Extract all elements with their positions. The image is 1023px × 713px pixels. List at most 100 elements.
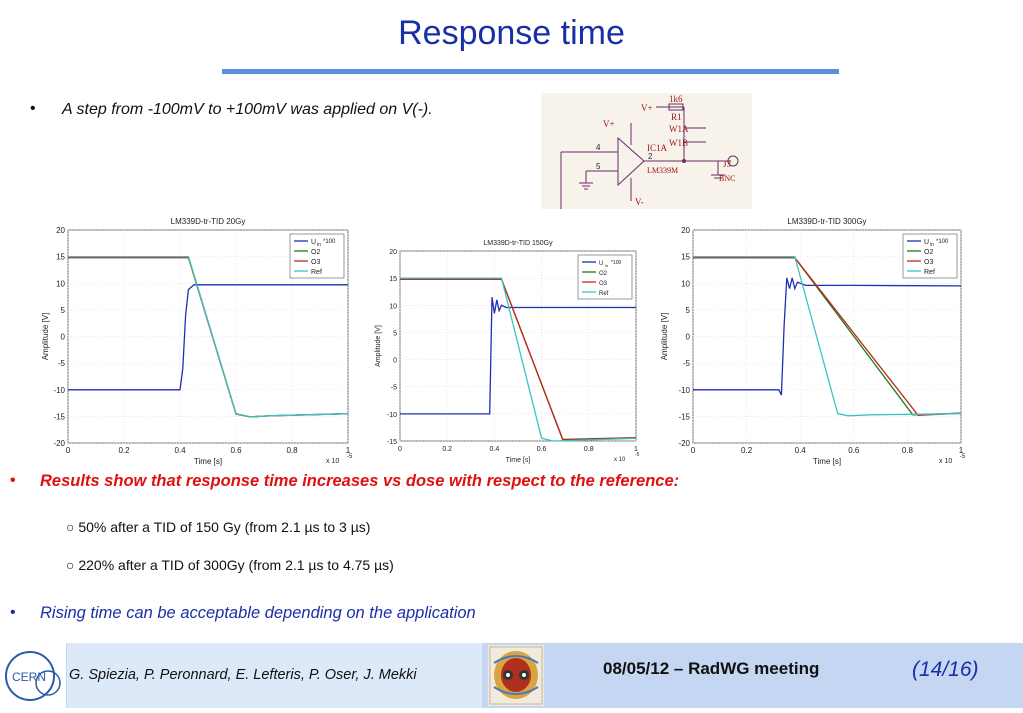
y-tick-label: -5 — [58, 359, 66, 368]
series-line-3 — [693, 255, 962, 417]
schematic-r-name: R1 — [671, 112, 682, 122]
schematic-j3: J3 — [723, 159, 732, 169]
schematic-vminus: V- — [635, 197, 644, 207]
chart-300gy: 0 0.2 0.4 0.6 0.8 1 20 15 10 5 0 -5 -10 -15 -20 LM339D-… — [660, 217, 966, 466]
y-axis-label: Amplitude [V] — [660, 313, 669, 361]
legend-label-sup: *100 — [323, 239, 336, 245]
x-tick-label: 0.2 — [118, 446, 130, 455]
results-text: Results show that response time increase… — [40, 472, 680, 490]
x-tick-label: 0.8 — [584, 446, 594, 453]
y-tick-label: 5 — [393, 330, 397, 337]
legend-label-sub: in — [930, 242, 934, 248]
y-tick-label: 15 — [681, 253, 690, 262]
schematic-vplus-in: V+ — [641, 103, 653, 113]
y-tick-label: 10 — [681, 279, 690, 288]
chart-title: LM339D-tr-TID 20Gy — [171, 217, 246, 226]
x-tick-label: 1 — [346, 446, 351, 455]
y-tick-label: 20 — [389, 249, 397, 256]
schematic-bnc: BNC — [719, 174, 735, 183]
schematic-ic: IC1A — [647, 143, 668, 153]
x-tick-label: 0.8 — [902, 446, 914, 455]
x-tick-label: 0 — [66, 446, 71, 455]
legend-label: O2 — [924, 249, 933, 256]
legend-label: U — [599, 261, 603, 267]
y-tick-label: 20 — [681, 226, 690, 235]
y-tick-label: 5 — [686, 306, 691, 315]
legend-label: U — [311, 239, 316, 246]
op-amp-schematic: V+ 1k6 R1 W1A W1B V+ V- IC1A LM339M J3 B… — [541, 93, 752, 209]
schematic-pin4: 4 — [596, 143, 601, 152]
footer-authors: G. Spiezia, P. Peronnard, E. Lefteris, P… — [69, 667, 417, 683]
series-line-3 — [68, 255, 349, 418]
circle-bullet-icon: ○ — [66, 519, 79, 535]
x-tick-label: 0 — [398, 446, 402, 453]
series-line-3 — [400, 277, 637, 442]
y-tick-label: -5 — [683, 359, 691, 368]
chart-title: LM339D-tr-TID 150Gy — [483, 240, 553, 247]
rising-text: Rising time can be acceptable depending … — [40, 604, 476, 622]
y-tick-label: -15 — [678, 412, 690, 421]
x-tick-label: 0.6 — [230, 446, 242, 455]
y-tick-label: -10 — [678, 386, 690, 395]
results-bullet-dot: • — [10, 472, 16, 489]
x-tick-label: 0.2 — [741, 446, 753, 455]
x-axis-label: Time [s] — [194, 457, 222, 466]
x-multiplier-label: x 10 — [326, 458, 339, 465]
y-tick-label: 0 — [393, 358, 397, 365]
bullet-step-text: A step from -100mV to +100mV was applied… — [62, 101, 433, 118]
legend-label-sup: *100 — [611, 260, 622, 266]
sub-item-150gy: ○ 50% after a TID of 150 Gy (from 2.1 µs… — [66, 519, 370, 535]
schematic-r-value: 1k6 — [669, 94, 683, 104]
y-tick-label: 10 — [56, 279, 65, 288]
legend-label: O3 — [924, 259, 933, 266]
sub-item-300gy: ○ 220% after a TID of 300Gy (from 2.1 µs… — [66, 557, 394, 573]
x-tick-label: 0 — [691, 446, 696, 455]
y-tick-label: 15 — [389, 276, 397, 283]
footer-bar: CERN G. Spiezia, P. Peronnard, E. Lefter… — [0, 643, 1023, 708]
schematic-pin5: 5 — [596, 162, 601, 171]
x-tick-label: 0.6 — [848, 446, 860, 455]
y-tick-label: 0 — [686, 333, 691, 342]
y-tick-label: -15 — [387, 439, 397, 446]
y-tick-label: 5 — [61, 306, 66, 315]
x-axis-label: Time [s] — [506, 457, 531, 464]
x-tick-label: 0.8 — [286, 446, 298, 455]
legend-label: U — [924, 239, 929, 246]
x-tick-label: 0.4 — [490, 446, 500, 453]
y-tick-label: -15 — [53, 412, 65, 421]
x-tick-label: 1 — [959, 446, 964, 455]
x-axis-label: Time [s] — [813, 457, 841, 466]
footer-authors-panel — [67, 643, 482, 708]
chart-20gy: 0 0.2 0.4 0.6 0.8 1 20 15 10 5 0 -5 -10 -15 -20 LM339D-… — [41, 217, 353, 466]
y-tick-label: 20 — [56, 226, 65, 235]
legend-label: O2 — [599, 271, 608, 277]
x-tick-label: 0.4 — [795, 446, 807, 455]
chart-150gy: 0 0.2 0.4 0.6 0.8 1 20 15 10 5 0 -5 -10 -15 LM339D-tr-… — [375, 240, 640, 464]
cern-logo-text: CERN — [12, 670, 46, 684]
x-multiplier-exponent: -5 — [347, 454, 353, 460]
rising-bullet-dot: • — [10, 604, 16, 621]
x-multiplier-label: x 10 — [939, 458, 952, 465]
slide-title: Response time — [398, 14, 625, 52]
y-tick-label: 10 — [389, 303, 397, 310]
sub-item-text: 220% after a TID of 300Gy (from 2.1 µs t… — [78, 557, 394, 573]
legend-label-sub: in — [317, 242, 321, 248]
legend-label: Ref — [311, 269, 322, 276]
y-tick-label: -5 — [391, 385, 397, 392]
legend-label: Ref — [599, 291, 609, 297]
footer-meeting: 08/05/12 – RadWG meeting — [603, 659, 820, 678]
schematic-w1b: W1B — [669, 138, 688, 148]
page-number: (14/16) — [912, 658, 979, 681]
x-multiplier-exponent: -5 — [635, 452, 640, 458]
y-tick-label: -20 — [678, 439, 690, 448]
legend-label-sub: in — [605, 263, 608, 268]
x-tick-label: 0.6 — [537, 446, 547, 453]
bullet-dot: • — [30, 100, 36, 117]
schematic-vplus: V+ — [603, 119, 615, 129]
chart-title: LM339D-tr-TID 300Gy — [787, 217, 866, 226]
legend-label: O2 — [311, 249, 320, 256]
x-tick-label: 1 — [634, 446, 638, 453]
y-tick-label: -10 — [53, 386, 65, 395]
cern-logo: CERN — [0, 643, 66, 708]
magnet-logo — [488, 645, 544, 706]
